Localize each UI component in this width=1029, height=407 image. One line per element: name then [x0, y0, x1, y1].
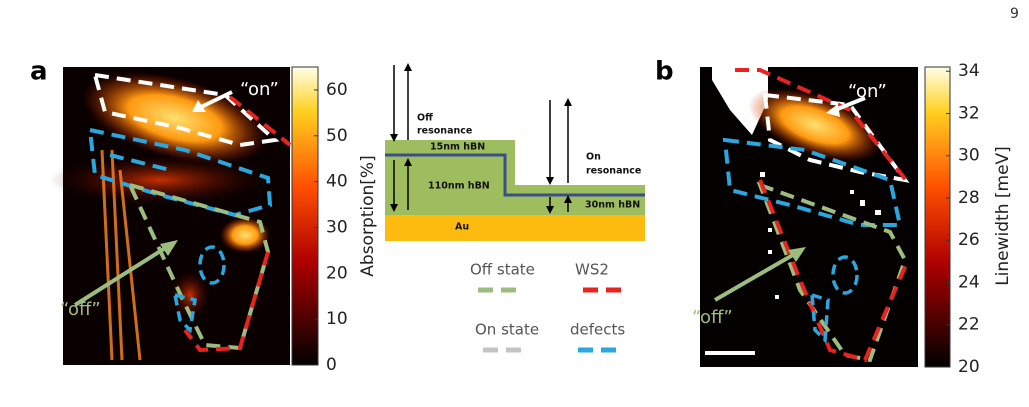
tick-label: 60	[326, 80, 348, 100]
tick-label: 20	[326, 263, 348, 283]
annotation: resonance	[586, 166, 641, 177]
panel-label: a	[30, 57, 48, 87]
colorbar	[924, 66, 951, 368]
colorbar	[291, 66, 319, 366]
tick-label: 0	[326, 355, 337, 375]
layer-label: 30nm hBN	[585, 200, 640, 211]
legend-label: WS2	[575, 261, 609, 279]
tick-label: 28	[958, 188, 980, 208]
colorbar-title: Absorption[%]	[358, 155, 378, 276]
tick-label: 32	[958, 103, 980, 123]
layer-label: 110nm hBN	[428, 181, 490, 192]
panel-label: b	[655, 57, 674, 87]
off-label: “off”	[692, 307, 733, 328]
legend-label: defects	[570, 321, 625, 339]
page-number: 9	[1010, 6, 1019, 22]
legend-label: On state	[475, 321, 539, 339]
on-label: “on”	[240, 79, 279, 100]
tick-label: 50	[326, 126, 348, 146]
tick-label: 20	[958, 357, 980, 377]
tick-label: 22	[958, 315, 980, 335]
layer-label: 15nm hBN	[430, 142, 485, 153]
tick-label: 34	[958, 61, 980, 81]
colorbar-title: Linewidth [meV]	[993, 146, 1013, 286]
tick-label: 40	[326, 172, 348, 192]
linewidth-map	[700, 67, 918, 367]
annotation: resonance	[417, 126, 472, 137]
tick-label: 24	[958, 272, 980, 292]
tick-label: 30	[326, 217, 348, 237]
annotation: Off	[417, 113, 433, 124]
schematic	[385, 63, 645, 241]
legend-label: Off state	[470, 261, 535, 279]
annotation: On	[586, 152, 601, 163]
off-label: “off”	[60, 299, 101, 320]
tick-label: 10	[326, 309, 348, 329]
tick-label: 30	[958, 146, 980, 166]
on-label: “on”	[848, 81, 887, 102]
layer-label: Au	[455, 222, 469, 233]
tick-label: 26	[958, 230, 980, 250]
absorption-map	[50, 67, 292, 365]
